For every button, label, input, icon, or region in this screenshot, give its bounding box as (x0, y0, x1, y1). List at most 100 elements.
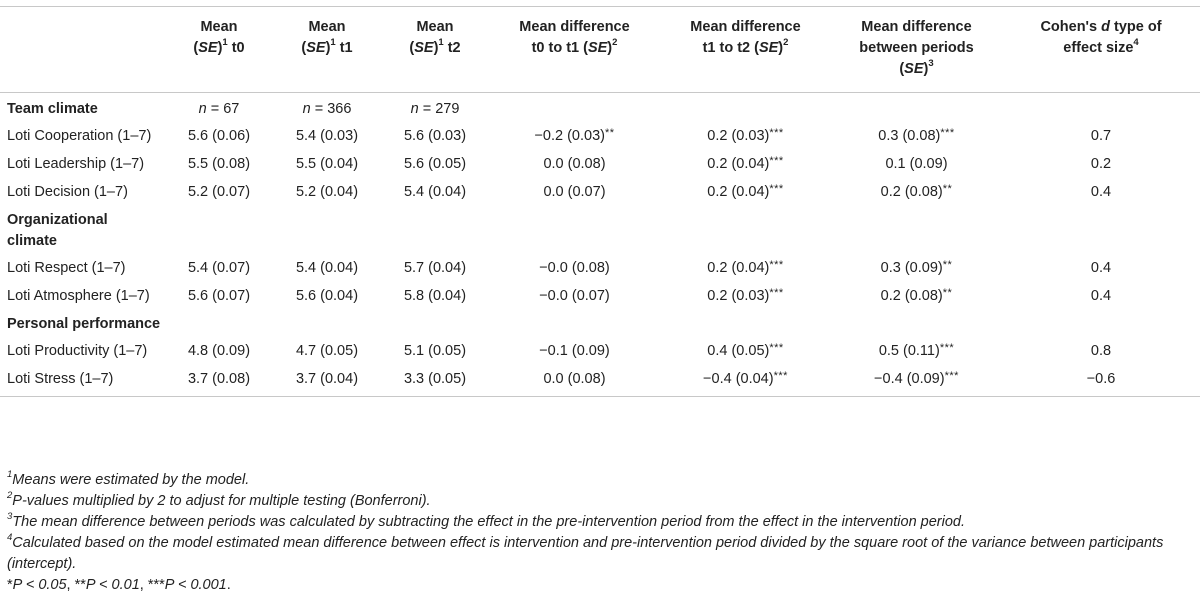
header-mean-t2: Mean (SE)1 t2 (381, 6, 489, 93)
cell-effect-size: 0.4 (1090, 288, 1112, 304)
table-row: Loti Decision (1–7) 5.2 (0.07) 5.2 (0.04) 5… (0, 176, 1200, 204)
cell-value: 0.3 (0.08) (878, 128, 941, 144)
section-n-cell (831, 204, 1002, 252)
cell-mean-t0: 4.8 (0.09) (187, 343, 251, 359)
significance-stars: *** (769, 287, 784, 299)
n-value: 279 (435, 101, 460, 117)
significance-stars: *** (769, 342, 784, 354)
cell-value: 0.2 (0.08) (880, 288, 943, 304)
cell-mean-t1: 5.5 (0.04) (295, 156, 359, 172)
significance-stars: *** (769, 127, 784, 139)
cell-mean-t2: 5.4 (0.04) (403, 184, 467, 200)
cell-mean-t1: 5.4 (0.04) (295, 260, 359, 276)
cell-value: 0.2 (0.04) (707, 156, 770, 172)
cell-value: 0.0 (0.08) (543, 371, 606, 387)
cell-effect-size: 0.4 (1090, 184, 1112, 200)
row-label: Loti Cooperation (1–7) (7, 128, 152, 144)
section-n-cell (1002, 93, 1200, 121)
cell-diff-periods: 0.5 (0.11)*** (831, 335, 1002, 363)
cell-mean-t0: 5.5 (0.08) (187, 156, 251, 172)
cell-mean-t0: 5.6 (0.06) (187, 128, 251, 144)
section-n-cell: n = 67 (198, 101, 240, 117)
cell-mean-t1: 5.6 (0.04) (295, 288, 359, 304)
cell-diff-t1-t2: 0.2 (0.03)*** (660, 120, 831, 148)
table-body: Team climate n = 67 n = 366 n = 279 Loti Coo… (0, 93, 1200, 397)
cell-diff-t0-t1: −0.1 (0.09) (489, 335, 660, 363)
section-n-cell (831, 308, 1002, 335)
section-n-cell (165, 204, 273, 252)
significance-stars: *** (944, 370, 959, 382)
section-title: Organizational climate (7, 212, 108, 249)
n-label: n (198, 101, 207, 117)
section-n-cell (165, 308, 273, 335)
cell-value: −0.4 (0.04) (703, 371, 774, 387)
cell-mean-t0: 5.6 (0.07) (187, 288, 251, 304)
cell-diff-t1-t2: 0.4 (0.05)*** (660, 335, 831, 363)
significance-stars: ** (942, 183, 953, 195)
cell-effect-size: −0.6 (1002, 363, 1200, 397)
cell-diff-t0-t1: 0.0 (0.08) (489, 363, 660, 397)
header-diff-t1-t2: Mean difference t1 to t2 (SE)2 (660, 6, 831, 93)
results-table: Mean (SE)1 t0 Mean (SE)1 t1 Mean (SE)1 t2 M… (0, 6, 1200, 397)
section-n-cell (831, 93, 1002, 121)
header-blank (0, 6, 165, 93)
cell-value: −0.0 (0.07) (539, 288, 610, 304)
significance-stars: ** (942, 287, 953, 299)
section-row: Team climate n = 67 n = 366 n = 279 (0, 93, 1200, 121)
section-n-cell: n = 366 (302, 101, 352, 117)
section-n-cell (660, 93, 831, 121)
n-value: 67 (223, 101, 240, 117)
section-n-cell (1002, 308, 1200, 335)
cell-diff-t0-t1: −0.0 (0.08) (489, 252, 660, 280)
section-n-cell (273, 204, 381, 252)
cell-diff-periods: 0.2 (0.08)** (831, 280, 1002, 308)
cell-diff-t1-t2: −0.4 (0.04)*** (660, 363, 831, 397)
significance-note: *P < 0.05, **P < 0.01, ***P < 0.001. (7, 577, 231, 593)
cell-value: 0.0 (0.07) (543, 184, 606, 200)
table-row: Loti Atmosphere (1–7) 5.6 (0.07) 5.6 (0.04… (0, 280, 1200, 308)
cell-diff-t1-t2: 0.2 (0.04)*** (660, 252, 831, 280)
cell-value: −0.4 (0.09) (874, 371, 945, 387)
cell-diff-periods: −0.4 (0.09)*** (831, 363, 1002, 397)
cell-value: 0.2 (0.03) (707, 288, 770, 304)
cell-value: 0.3 (0.09) (880, 260, 943, 276)
row-label: Loti Leadership (1–7) (7, 156, 145, 172)
cell-value: 0.1 (0.09) (885, 156, 948, 172)
row-label: Loti Productivity (1–7) (7, 343, 148, 359)
table-row: Loti Stress (1–7) 3.7 (0.08) 3.7 (0.04) 3.3… (0, 363, 1200, 397)
cell-diff-periods: 0.2 (0.08)** (831, 176, 1002, 204)
cell-diff-t1-t2: 0.2 (0.03)*** (660, 280, 831, 308)
table-row: Loti Respect (1–7) 5.4 (0.07) 5.4 (0.04) 5.… (0, 252, 1200, 280)
cell-mean-t1: 3.7 (0.04) (273, 363, 381, 397)
cell-effect-size: 0.4 (1090, 260, 1112, 276)
cell-diff-periods: 0.1 (0.09) (831, 148, 1002, 176)
section-n-cell (489, 308, 660, 335)
significance-stars: *** (773, 370, 788, 382)
n-label: n (302, 101, 311, 117)
significance-stars: *** (769, 183, 784, 195)
section-n-cell (660, 308, 831, 335)
significance-stars: ** (942, 259, 953, 271)
cell-mean-t2: 5.7 (0.04) (403, 260, 467, 276)
section-n-cell (381, 308, 489, 335)
cell-mean-t0: 5.2 (0.07) (187, 184, 251, 200)
row-label: Loti Decision (1–7) (7, 184, 128, 200)
cell-diff-t1-t2: 0.2 (0.04)*** (660, 176, 831, 204)
significance-stars: *** (769, 259, 784, 271)
header-effect-size: Cohen's d type of effect size4 (1002, 6, 1200, 93)
row-label: Loti Atmosphere (1–7) (7, 288, 150, 304)
section-title: Personal performance (7, 316, 161, 332)
cell-mean-t0: 5.4 (0.07) (187, 260, 251, 276)
cell-effect-size: 0.7 (1090, 128, 1112, 144)
cell-value: −0.2 (0.03) (534, 128, 605, 144)
significance-stars: *** (939, 342, 955, 354)
section-n-cell (381, 204, 489, 252)
cell-diff-t0-t1: −0.0 (0.07) (489, 280, 660, 308)
cell-value: 0.2 (0.04) (707, 260, 770, 276)
header-mean-t0: Mean (SE)1 t0 (165, 6, 273, 93)
table-footnotes: 1Means were estimated by the model. 2P-v… (7, 470, 1197, 596)
cell-value: −0.1 (0.09) (539, 343, 610, 359)
cell-diff-periods: 0.3 (0.08)*** (831, 120, 1002, 148)
cell-mean-t2: 5.6 (0.05) (403, 156, 467, 172)
